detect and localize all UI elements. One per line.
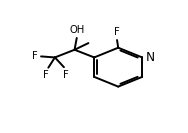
Text: N: N [145, 51, 155, 64]
Text: F: F [43, 70, 49, 80]
Text: F: F [32, 51, 38, 61]
Text: F: F [114, 28, 120, 38]
Text: F: F [62, 70, 68, 80]
Text: OH: OH [69, 25, 85, 35]
